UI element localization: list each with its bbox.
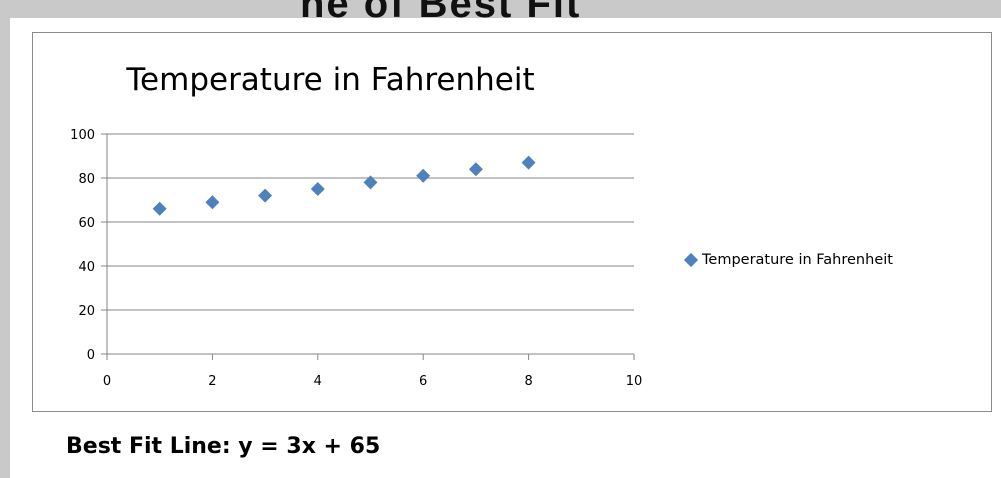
data-point (416, 168, 431, 183)
x-tick-label: 0 (103, 374, 111, 389)
y-tick-label: 0 (87, 348, 95, 363)
y-tick-label: 80 (78, 172, 95, 187)
data-point (152, 201, 167, 216)
slide-heading-text: ne of Best Fit (300, 0, 582, 22)
chart-title: Temperature in Fahrenheit (126, 62, 535, 98)
x-tick-label: 6 (419, 374, 427, 389)
x-tick-label: 8 (524, 374, 532, 389)
data-point (258, 188, 273, 203)
x-tick-label: 2 (208, 374, 216, 389)
y-tick-label: 100 (70, 128, 95, 143)
legend-label: Temperature in Fahrenheit (702, 252, 893, 268)
y-tick-label: 40 (78, 260, 95, 275)
legend-marker-icon (683, 252, 699, 268)
data-point (310, 182, 325, 196)
y-tick-label: 60 (78, 216, 95, 231)
x-tick-label: 10 (626, 374, 643, 389)
slide-heading-fragment: ne of Best Fit (300, 0, 780, 22)
slide-frame-top (0, 0, 1001, 18)
data-point (468, 162, 483, 177)
best-fit-caption: Best Fit Line: y = 3x + 65 (66, 434, 381, 459)
data-point (205, 195, 220, 210)
slide-frame-left (0, 0, 10, 478)
chart-legend: Temperature in Fahrenheit (683, 252, 893, 268)
x-tick-label: 4 (314, 374, 322, 389)
data-point (521, 155, 536, 170)
data-point (363, 175, 378, 190)
y-tick-label: 20 (78, 304, 95, 319)
